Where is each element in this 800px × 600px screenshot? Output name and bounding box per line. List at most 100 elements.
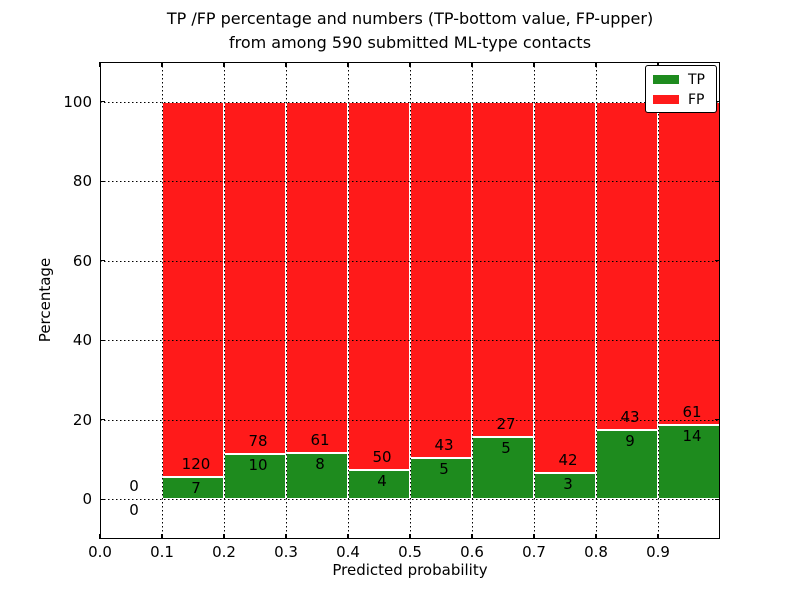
x-tick-mark [657,534,659,539]
fp-count-label: 27 [496,415,516,434]
x-tick-mark-top [533,62,535,67]
y-tick-mark [100,419,105,421]
tp-count-label: 3 [563,474,573,493]
x-tick-label: 0.4 [336,543,360,561]
x-tick-label: 0.7 [522,543,546,561]
y-tick-mark [100,498,105,500]
x-tick-mark [471,534,473,539]
gridline-vertical [471,62,473,539]
y-tick-label: 60 [72,251,92,270]
x-tick-mark-top [595,62,597,67]
x-axis-label: Predicted probability [332,561,488,579]
tp-count-label: 0 [129,501,139,520]
fp-count-label: 42 [558,450,578,469]
x-tick-mark-top [409,62,411,67]
gridline-vertical [161,62,163,539]
legend-swatch-tp [653,75,679,84]
tp-count-label: 9 [625,432,635,451]
bar-tp-segment [286,453,348,500]
y-tick-mark-right [715,339,720,341]
x-tick-mark [595,534,597,539]
x-tick-mark-top [347,62,349,67]
gridline-vertical [285,62,287,539]
y-tick-mark-right [715,101,720,103]
x-tick-mark [409,534,411,539]
x-tick-mark-top [285,62,287,67]
x-tick-label: 0.3 [274,543,298,561]
y-tick-mark [100,101,105,103]
fp-count-label: 61 [310,431,330,450]
y-tick-mark-right [715,180,720,182]
x-tick-mark [99,534,101,539]
y-tick-mark-right [715,260,720,262]
tp-count-label: 4 [377,471,387,490]
y-tick-mark [100,339,105,341]
x-tick-label: 0.0 [88,543,112,561]
chart-title-line2: from among 590 submitted ML-type contact… [228,33,592,52]
x-tick-mark-top [99,62,101,67]
bar-fp-segment [472,101,534,438]
gridline-vertical [347,62,349,539]
bar-tp-segment [596,430,658,500]
fp-count-label: 61 [682,403,702,422]
tp-count-label: 5 [501,439,511,458]
y-tick-label: 80 [72,172,92,191]
legend-swatch-fp [653,95,679,104]
y-tick-label: 20 [72,410,92,429]
y-tick-mark-right [715,419,720,421]
x-tick-mark [161,534,163,539]
x-tick-mark-top [471,62,473,67]
tp-count-label: 10 [248,456,268,475]
legend-label: TP [688,71,705,88]
fp-count-label: 50 [372,447,392,466]
x-tick-mark-top [223,62,225,67]
tp-count-label: 5 [439,459,449,478]
y-tick-label: 0 [82,490,92,509]
bar-tp-segment [658,425,720,500]
fp-count-label: 43 [434,435,454,454]
fp-count-label: 78 [248,432,268,451]
bar-fp-segment [658,101,720,426]
bar-fp-segment [410,101,472,458]
x-tick-label: 0.6 [460,543,484,561]
bar-fp-segment [596,101,658,431]
y-axis-label: Percentage [36,257,54,343]
x-tick-mark [285,534,287,539]
y-tick-mark [100,180,105,182]
fp-count-label: 0 [129,477,139,496]
x-tick-label: 0.5 [398,543,422,561]
fp-count-label: 120 [181,455,211,474]
legend-item-fp: FP [653,91,709,108]
tp-count-label: 8 [315,455,325,474]
fp-count-label: 43 [620,408,640,427]
x-tick-mark [347,534,349,539]
x-tick-label: 0.9 [646,543,670,561]
gridline-vertical [409,62,411,539]
gridline-vertical [533,62,535,539]
bar-fp-segment [162,101,224,478]
x-tick-label: 0.2 [212,543,236,561]
legend: TP FP [645,65,717,113]
bar-fp-segment [224,101,286,455]
gridline-vertical [657,62,659,539]
legend-item-tp: TP [653,71,709,88]
x-tick-mark-top [161,62,163,67]
bar-fp-segment [348,101,410,470]
tp-count-label: 7 [191,479,201,498]
gridline-vertical [223,62,225,539]
tp-count-label: 14 [682,427,702,446]
x-tick-label: 0.1 [150,543,174,561]
bar-fp-segment [534,101,596,473]
bar-fp-segment [286,101,348,454]
x-tick-mark [533,534,535,539]
y-tick-mark-right [715,498,720,500]
legend-label: FP [688,91,705,108]
chart-title-line1: TP /FP percentage and numbers (TP-bottom… [166,9,654,28]
y-tick-mark [100,260,105,262]
chart-title: TP /FP percentage and numbers (TP-bottom… [100,7,720,55]
x-tick-mark-top [657,62,659,67]
x-tick-mark [223,534,225,539]
y-tick-label: 100 [63,92,92,111]
x-tick-label: 0.8 [584,543,608,561]
